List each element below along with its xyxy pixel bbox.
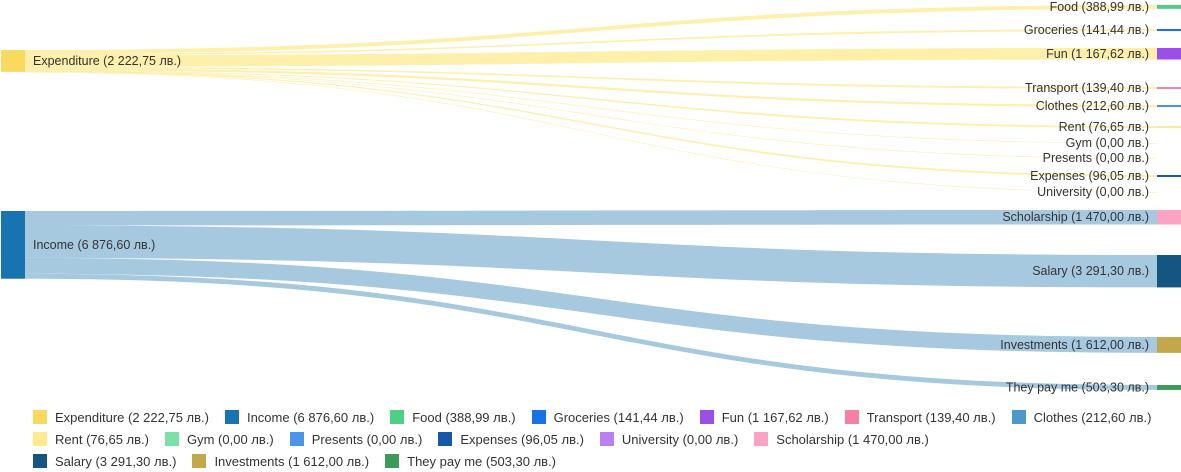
legend-item-university[interactable]: University (0,00 лв.) — [599, 431, 739, 447]
legend-swatch — [699, 410, 714, 424]
link-income-investments — [25, 257, 1157, 353]
legend-swatch — [1011, 410, 1026, 424]
node-transport — [1157, 87, 1181, 89]
node-label-fun: Fun (1 167,62 лв.) — [1046, 47, 1149, 61]
node-label-they_pay_me: They pay me (503,30 лв.) — [1006, 380, 1149, 394]
link-expenditure-clothes — [25, 68, 1157, 108]
legend-swatch — [164, 432, 179, 446]
legend-swatch — [390, 410, 405, 424]
link-income-salary — [25, 225, 1157, 288]
legend-item-food[interactable]: Food (388,99 лв.) — [390, 409, 516, 425]
node-label-investments: Investments (1 612,00 лв.) — [1000, 338, 1149, 352]
legend-row: Expenditure (2 222,75 лв.) Income (6 876,… — [33, 406, 1173, 428]
link-expenditure-university — [25, 71, 1157, 193]
legend-label: Food (388,99 лв.) — [412, 409, 516, 425]
node-label-university: University (0,00 лв.) — [1037, 185, 1149, 199]
link-expenditure-fun — [25, 48, 1157, 67]
chart-legend: Expenditure (2 222,75 лв.) Income (6 876,… — [33, 406, 1173, 472]
link-expenditure-transport — [25, 66, 1157, 89]
legend-label: They pay me (503,30 лв.) — [407, 453, 557, 469]
node-fun — [1157, 48, 1181, 60]
node-income — [1, 211, 25, 279]
legend-label: Income (6 876,60 лв.) — [246, 409, 375, 425]
node-label-groceries: Groceries (141,44 лв.) — [1024, 23, 1149, 37]
node-label-clothes: Clothes (212,60 лв.) — [1036, 99, 1149, 113]
legend-swatch — [33, 454, 47, 468]
sankey-chart: Expenditure (2 222,75 лв.) Income (6 876,… — [1, 0, 1181, 394]
legend-label: Rent (76,65 лв.) — [55, 431, 149, 447]
link-expenditure-expenses — [25, 70, 1157, 177]
node-label-salary: Salary (3 291,30 лв.) — [1032, 264, 1149, 278]
node-label-scholarship: Scholarship (1 470,00 лв.) — [1002, 210, 1149, 224]
legend-item-expenditure[interactable]: Expenditure (2 222,75 лв.) — [33, 410, 209, 425]
legend-item-clothes[interactable]: Clothes (212,60 лв.) — [1011, 409, 1152, 425]
node-label-expenditure: Expenditure (2 222,75 лв.) — [33, 54, 181, 68]
legend-item-fun[interactable]: Fun (1 167,62 лв.) — [699, 409, 829, 425]
node-label-income: Income (6 876,60 лв.) — [33, 238, 155, 252]
legend-swatch — [438, 432, 453, 446]
node-label-expenses: Expenses (96,05 лв.) — [1030, 169, 1149, 183]
node-expenditure — [1, 50, 25, 72]
legend-swatch — [385, 454, 400, 468]
legend-swatch — [224, 410, 239, 424]
node-label-transport: Transport (139,40 лв.) — [1025, 81, 1149, 95]
node-clothes — [1157, 105, 1181, 108]
legend-label: Gym (0,00 лв.) — [186, 431, 274, 447]
sankey-nodes — [1, 5, 1181, 390]
legend-swatch — [844, 410, 859, 424]
legend-item-they_pay_me[interactable]: They pay me (503,30 лв.) — [385, 454, 556, 469]
legend-swatch — [599, 432, 614, 446]
legend-swatch — [289, 432, 304, 446]
legend-label: Salary (3 291,30 лв.) — [55, 453, 177, 469]
legend-label: University (0,00 лв.) — [621, 431, 739, 447]
link-expenditure-groceries — [25, 29, 1157, 56]
legend-label: Scholarship (1 470,00 лв.) — [776, 431, 929, 447]
link-expenditure-rent — [25, 70, 1157, 128]
legend-item-gym[interactable]: Gym (0,00 лв.) — [164, 431, 274, 447]
legend-item-groceries[interactable]: Groceries (141,44 лв.) — [531, 409, 684, 425]
legend-label: Expenses (96,05 лв.) — [460, 431, 584, 447]
legend-label: Presents (0,00 лв.) — [311, 431, 423, 447]
legend-item-income[interactable]: Income (6 876,60 лв.) — [224, 409, 375, 425]
legend-item-investments[interactable]: Investments (1 612,00 лв.) — [192, 454, 369, 469]
node-rent — [1157, 126, 1181, 128]
link-expenditure-gym — [25, 70, 1157, 144]
legend-label: Investments (1 612,00 лв.) — [214, 453, 370, 469]
node-they_pay_me — [1157, 385, 1181, 390]
legend-item-expenses[interactable]: Expenses (96,05 лв.) — [438, 432, 584, 447]
link-income-scholarship — [25, 210, 1157, 226]
legend-label: Clothes (212,60 лв.) — [1033, 409, 1152, 425]
node-label-rent: Rent (76,65 лв.) — [1059, 120, 1149, 134]
legend-label: Fun (1 167,62 лв.) — [721, 409, 829, 425]
node-expenses — [1157, 175, 1181, 177]
sankey-labels: Expenditure (2 222,75 лв.) Income (6 876,… — [33, 0, 1149, 394]
node-food — [1157, 5, 1181, 9]
legend-item-scholarship[interactable]: Scholarship (1 470,00 лв.) — [754, 432, 929, 447]
legend-swatch — [33, 410, 47, 424]
link-income-they_pay_me — [25, 273, 1157, 390]
legend-row: Salary (3 291,30 лв.) Investments (1 612,… — [33, 450, 1173, 472]
node-salary — [1157, 255, 1181, 288]
node-investments — [1157, 337, 1181, 353]
node-groceries — [1157, 29, 1181, 31]
legend-swatch — [754, 432, 769, 446]
legend-row: Rent (76,65 лв.) Gym (0,00 лв.) Presents (… — [33, 428, 1173, 450]
link-expenditure-presents — [25, 70, 1157, 159]
legend-label: Expenditure (2 222,75 лв.) — [55, 409, 209, 425]
link-expenditure-food — [25, 5, 1157, 54]
sankey-links — [25, 5, 1157, 390]
legend-item-salary[interactable]: Salary (3 291,30 лв.) — [33, 454, 176, 469]
legend-swatch — [531, 410, 546, 424]
node-label-food: Food (388,99 лв.) — [1050, 0, 1149, 14]
legend-item-rent[interactable]: Rent (76,65 лв.) — [33, 432, 149, 447]
legend-swatch — [192, 454, 207, 468]
node-label-gym: Gym (0,00 лв.) — [1066, 136, 1149, 150]
legend-item-transport[interactable]: Transport (139,40 лв.) — [844, 409, 996, 425]
legend-item-presents[interactable]: Presents (0,00 лв.) — [289, 431, 423, 447]
legend-label: Groceries (141,44 лв.) — [553, 409, 684, 425]
legend-swatch — [33, 432, 47, 446]
node-label-presents: Presents (0,00 лв.) — [1043, 151, 1149, 165]
legend-label: Transport (139,40 лв.) — [866, 409, 996, 425]
node-scholarship — [1157, 210, 1181, 225]
